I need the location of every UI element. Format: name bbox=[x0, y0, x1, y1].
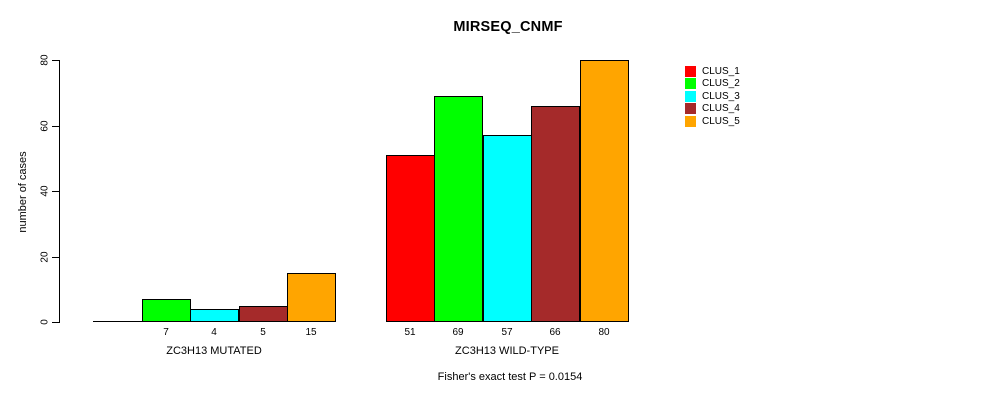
bar-clus_3-2 bbox=[483, 135, 532, 322]
legend-swatch-icon bbox=[685, 115, 696, 127]
bar-value-label: 57 bbox=[501, 327, 513, 338]
y-axis-title: number of cases bbox=[17, 151, 29, 233]
bar-value-label: 66 bbox=[549, 327, 561, 338]
bar-value-label: 80 bbox=[598, 327, 610, 338]
bar-value-label: 15 bbox=[305, 327, 317, 338]
legend-item-clus_4: CLUS_4 bbox=[685, 103, 740, 115]
legend-item-clus_3: CLUS_3 bbox=[685, 90, 740, 102]
bar-value-label: 51 bbox=[404, 327, 416, 338]
y-tick-mark bbox=[52, 257, 59, 258]
bar-value-label: 7 bbox=[163, 327, 169, 338]
y-tick-label: 20 bbox=[39, 251, 51, 263]
legend-label: CLUS_3 bbox=[702, 90, 740, 102]
bar-clus_5-2 bbox=[580, 60, 629, 322]
y-tick-label: 60 bbox=[39, 120, 51, 132]
legend-item-clus_1: CLUS_1 bbox=[685, 65, 740, 77]
y-tick-mark bbox=[52, 60, 59, 61]
bar-clus_3-1 bbox=[190, 309, 239, 322]
y-tick-label: 0 bbox=[39, 319, 51, 325]
legend-swatch-icon bbox=[685, 65, 696, 77]
bar-clus_5-1 bbox=[287, 273, 336, 322]
legend-label: CLUS_1 bbox=[702, 65, 740, 77]
legend-swatch-icon bbox=[685, 78, 696, 89]
y-tick-label: 40 bbox=[39, 185, 51, 197]
legend-label: CLUS_2 bbox=[702, 78, 740, 89]
bar-value-label: 69 bbox=[452, 327, 464, 338]
bar-value-label: 4 bbox=[211, 327, 217, 338]
footer-annotation: Fisher's exact test P = 0.0154 bbox=[437, 371, 583, 383]
bar-clus_1-1 bbox=[93, 321, 142, 322]
chart-title: MIRSEQ_CNMF bbox=[453, 19, 563, 35]
legend-label: CLUS_5 bbox=[702, 115, 740, 127]
group-label: ZC3H13 WILD-TYPE bbox=[455, 345, 559, 357]
y-tick-mark bbox=[52, 191, 59, 192]
group-label: ZC3H13 MUTATED bbox=[166, 345, 262, 357]
bar-value-label: 5 bbox=[260, 327, 266, 338]
y-axis-line bbox=[59, 60, 60, 323]
bar-clus_4-1 bbox=[239, 306, 288, 322]
bar-clus_2-2 bbox=[434, 96, 483, 322]
bar-clus_1-2 bbox=[386, 155, 435, 322]
y-tick-mark bbox=[52, 322, 59, 323]
legend-item-clus_2: CLUS_2 bbox=[685, 78, 740, 90]
bar-clus_4-2 bbox=[531, 106, 580, 322]
legend-swatch-icon bbox=[685, 103, 696, 114]
legend-swatch-icon bbox=[685, 90, 696, 102]
legend-item-clus_5: CLUS_5 bbox=[685, 115, 740, 127]
y-tick-mark bbox=[52, 126, 59, 127]
y-tick-label: 80 bbox=[39, 54, 51, 66]
legend-label: CLUS_4 bbox=[702, 103, 740, 114]
bar-clus_2-1 bbox=[142, 299, 191, 322]
